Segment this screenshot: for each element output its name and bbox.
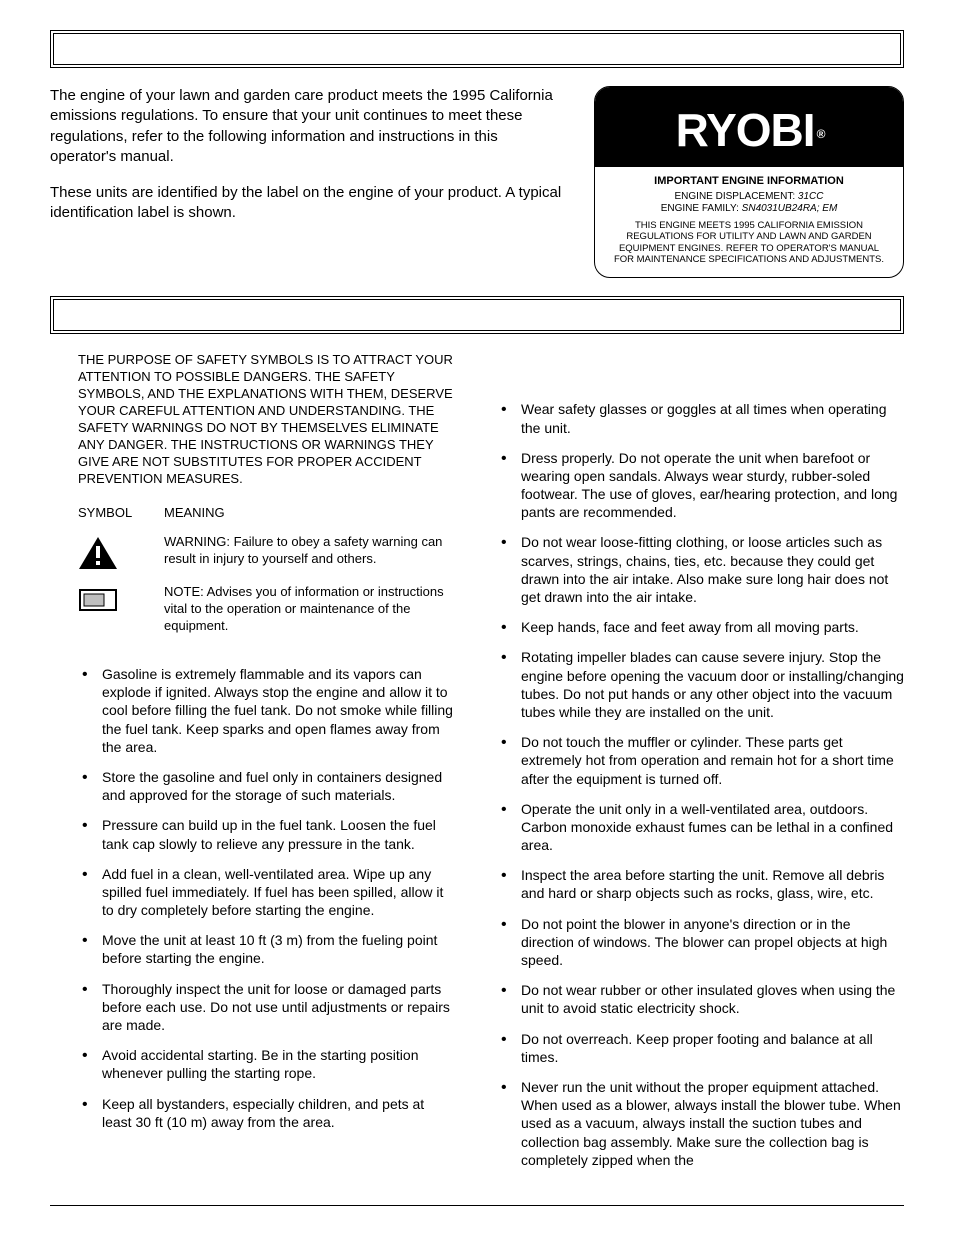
right-column: Wear safety glasses or goggles at all ti… bbox=[497, 352, 904, 1181]
list-item: Wear safety glasses or goggles at all ti… bbox=[497, 400, 904, 436]
disp-value: 31CC bbox=[798, 191, 824, 202]
registered-mark: ® bbox=[817, 128, 825, 140]
brand-text: RYOBI bbox=[676, 107, 815, 153]
main-columns: THE PURPOSE OF SAFETY SYMBOLS IS TO ATTR… bbox=[50, 352, 904, 1181]
list-item: Dress properly. Do not operate the unit … bbox=[497, 449, 904, 522]
list-item: Rotating impeller blades can cause sever… bbox=[497, 648, 904, 721]
list-item: Never run the unit without the proper eq… bbox=[497, 1078, 904, 1169]
list-item: Keep all bystanders, especially children… bbox=[78, 1095, 457, 1131]
section-banner bbox=[50, 296, 904, 334]
footer-rule bbox=[50, 1205, 904, 1206]
list-item: Avoid accidental starting. Be in the sta… bbox=[78, 1046, 457, 1082]
list-item: Keep hands, face and feet away from all … bbox=[497, 618, 904, 636]
list-item: Pressure can build up in the fuel tank. … bbox=[78, 816, 457, 852]
right-bullet-list: Wear safety glasses or goggles at all ti… bbox=[497, 400, 904, 1169]
intro-section: The engine of your lawn and garden care … bbox=[50, 86, 904, 278]
list-item: Do not wear rubber or other insulated gl… bbox=[497, 981, 904, 1017]
symbol-col-head: SYMBOL bbox=[78, 505, 164, 522]
ryobi-logo: RYOBI® bbox=[595, 87, 903, 167]
fam-value: SN4031UB24RA; EM bbox=[742, 203, 838, 214]
note-icon bbox=[78, 584, 164, 635]
meaning-col-head: MEANING bbox=[164, 505, 225, 522]
left-bullet-list: Gasoline is extremely flammable and its … bbox=[50, 665, 457, 1131]
list-item: Thoroughly inspect the unit for loose or… bbox=[78, 980, 457, 1035]
symbol-row-note: NOTE: Advises you of information or inst… bbox=[78, 584, 457, 635]
intro-paragraph-2: These units are identified by the label … bbox=[50, 183, 564, 224]
warning-icon bbox=[78, 534, 164, 570]
list-item: Do not touch the muffler or cylinder. Th… bbox=[497, 733, 904, 788]
list-item: Store the gasoline and fuel only in cont… bbox=[78, 768, 457, 804]
symbol-row-warning: WARNING: Failure to obey a safety warnin… bbox=[78, 534, 457, 570]
left-column: THE PURPOSE OF SAFETY SYMBOLS IS TO ATTR… bbox=[50, 352, 457, 1181]
list-item: Move the unit at least 10 ft (3 m) from … bbox=[78, 931, 457, 967]
label-blurb: THIS ENGINE MEETS 1995 CALIFORNIA EMISSI… bbox=[609, 220, 889, 266]
header-banner bbox=[50, 30, 904, 68]
list-item: Inspect the area before starting the uni… bbox=[497, 866, 904, 902]
list-item: Do not point the blower in anyone's dire… bbox=[497, 915, 904, 970]
intro-text: The engine of your lawn and garden care … bbox=[50, 86, 564, 278]
list-item: Do not wear loose-fitting clothing, or l… bbox=[497, 533, 904, 606]
displacement-line: ENGINE DISPLACEMENT: 31CC bbox=[609, 191, 889, 204]
fam-label: ENGINE FAMILY: bbox=[661, 203, 739, 214]
symbol-header: SYMBOL MEANING bbox=[78, 505, 457, 522]
label-heading: IMPORTANT ENGINE INFORMATION bbox=[609, 175, 889, 189]
note-meaning: NOTE: Advises you of information or inst… bbox=[164, 584, 457, 635]
family-line: ENGINE FAMILY: SN4031UB24RA; EM bbox=[609, 203, 889, 216]
intro-paragraph-1: The engine of your lawn and garden care … bbox=[50, 86, 564, 167]
engine-label-info: IMPORTANT ENGINE INFORMATION ENGINE DISP… bbox=[595, 167, 903, 277]
list-item: Gasoline is extremely flammable and its … bbox=[78, 665, 457, 756]
disp-label: ENGINE DISPLACEMENT: bbox=[675, 191, 796, 202]
list-item: Add fuel in a clean, well-ventilated are… bbox=[78, 865, 457, 920]
warning-meaning: WARNING: Failure to obey a safety warnin… bbox=[164, 534, 457, 570]
purpose-text: THE PURPOSE OF SAFETY SYMBOLS IS TO ATTR… bbox=[78, 352, 457, 487]
list-item: Do not overreach. Keep proper footing an… bbox=[497, 1030, 904, 1066]
list-item: Operate the unit only in a well-ventilat… bbox=[497, 800, 904, 855]
engine-label: RYOBI® IMPORTANT ENGINE INFORMATION ENGI… bbox=[594, 86, 904, 278]
